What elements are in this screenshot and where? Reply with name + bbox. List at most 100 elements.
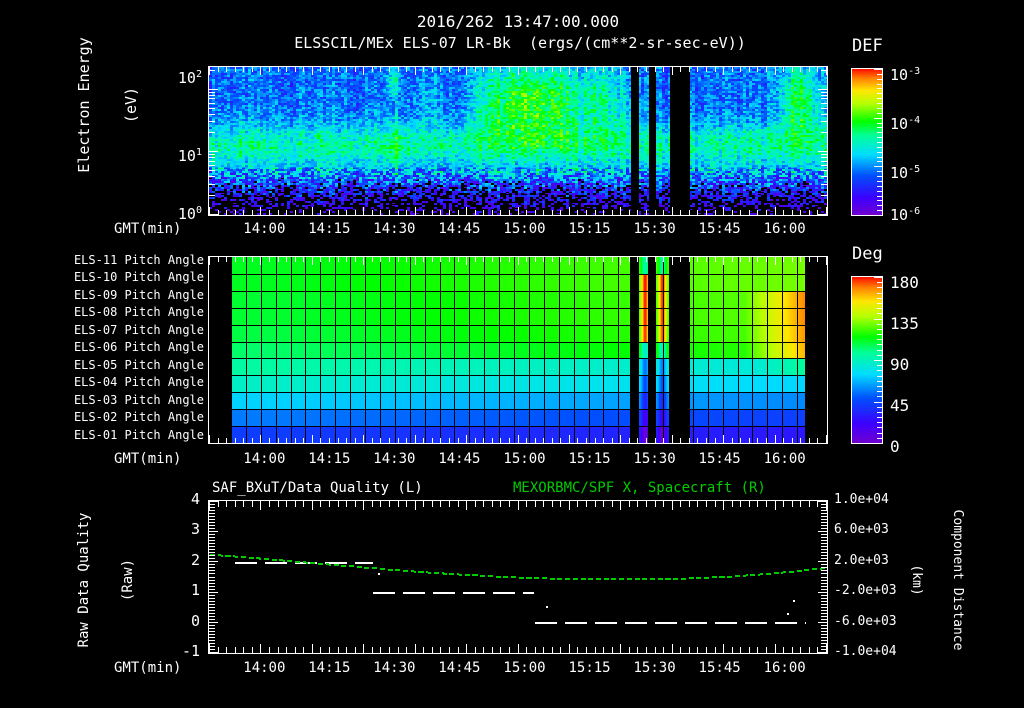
bottom-ylabel-left-line2: (Raw) xyxy=(120,558,137,602)
deg-cbar-tick xyxy=(874,443,882,444)
top-panel-ylabel: Electron Energy (eV) xyxy=(45,5,140,205)
deg-cbar-tick xyxy=(877,365,882,367)
def-cbar-tick xyxy=(877,137,882,139)
bottom-panel-title-left: SAF_BXuT/Data Quality (L) xyxy=(212,480,423,496)
deg-cbar-tick xyxy=(877,370,882,372)
deg-cbar-tick xyxy=(877,380,882,382)
def-cbar-label-2: 10-5 xyxy=(890,165,920,181)
bot-ytick-right-1: 6.0e+03 xyxy=(834,522,889,538)
def-cbar-label-1: 10-4 xyxy=(890,116,920,132)
bottom-ylabel-left-line1: Raw Data Quality xyxy=(76,512,93,648)
def-cbar-mantissa-0: 10 xyxy=(890,66,909,84)
top-panel-xtick-labels: 14:00 14:15 14:30 14:45 15:00 15:15 15:30 15:45… xyxy=(208,222,828,240)
top-xtick-5: 15:15 xyxy=(568,221,611,237)
def-cbar-tick xyxy=(877,185,882,187)
def-cbar-tick xyxy=(877,132,882,134)
mid-xtick-8: 16:00 xyxy=(763,451,806,467)
spectrogram-canvas xyxy=(209,67,827,215)
deg-cbar-tick xyxy=(877,313,882,315)
deg-cbar-tick xyxy=(877,308,882,310)
top-ytick-exponent-1: 1 xyxy=(195,147,202,158)
def-cbar-tick xyxy=(877,195,882,197)
bottom-panel-xtick-labels: 14:00 14:15 14:30 14:45 15:00 15:15 15:30 15:45… xyxy=(208,661,828,679)
bottom-ylabel-right-line1: Component Distance xyxy=(949,509,965,651)
mid-panel-xlabel: GMT(min) xyxy=(114,451,182,467)
deg-cbar-tick xyxy=(877,297,882,299)
bot-ytick-left-5: -1 xyxy=(181,642,200,660)
bottom-plot-canvas xyxy=(209,501,827,653)
deg-cbar-tick xyxy=(877,354,882,356)
bot-ytick-right-2: 2.0e+03 xyxy=(834,552,889,568)
top-xtick-4: 15:00 xyxy=(503,221,546,237)
def-cbar-label-3: 10-6 xyxy=(890,207,920,223)
deg-colorbar-labels: 180 135 90 45 0 xyxy=(890,268,960,455)
def-cbar-tick xyxy=(877,73,882,75)
bot-ytick-left-4: 0 xyxy=(190,611,200,630)
deg-cbar-tick xyxy=(877,282,882,284)
mid-xtick-2: 14:30 xyxy=(373,451,416,467)
def-cbar-tick xyxy=(877,146,882,148)
top-ytick-exponent-2: 0 xyxy=(195,205,202,216)
bot-ytick-right-0: 1.0e+04 xyxy=(834,492,889,507)
top-panel-xlabel: GMT(min) xyxy=(114,221,182,237)
def-cbar-tick xyxy=(877,210,882,212)
def-cbar-tick xyxy=(877,161,882,163)
deg-cbar-tick xyxy=(877,396,882,398)
bot-ytick-left-3: 1 xyxy=(190,581,200,600)
top-ytick-2: 100 xyxy=(150,206,202,222)
top-ytick-1: 101 xyxy=(150,148,202,164)
pitch-angle-grid xyxy=(208,256,828,444)
def-cbar-tick xyxy=(877,142,882,143)
def-cbar-tick xyxy=(877,83,882,85)
mid-xtick-0: 14:00 xyxy=(243,451,286,467)
top-ytick-0: 102 xyxy=(150,70,202,86)
def-cbar-tick xyxy=(877,151,882,153)
top-ytick-mantissa-1: 10 xyxy=(177,147,196,165)
deg-cbar-tick xyxy=(874,360,882,361)
bottom-panel-xlabel: GMT(min) xyxy=(114,660,182,676)
top-xtick-1: 14:15 xyxy=(308,221,351,237)
pitch-row-label-4: ELS-07 Pitch Angle xyxy=(73,322,204,337)
deg-cbar-tick xyxy=(877,427,882,429)
top-xtick-8: 16:00 xyxy=(763,221,806,237)
bot-ytick-left-1: 3 xyxy=(190,520,200,539)
def-cbar-tick xyxy=(874,117,882,119)
def-cbar-tick xyxy=(874,69,882,70)
data-quality-distance-plot xyxy=(208,500,828,654)
deg-cbar-tick xyxy=(877,417,882,419)
pitch-row-label-8: ELS-03 Pitch Angle xyxy=(73,392,204,407)
mid-xtick-1: 14:15 xyxy=(308,451,351,467)
bot-xtick-1: 14:15 xyxy=(308,660,351,676)
plot-subtitle: ELSSCIL/MEx ELS-07 LR-Bk (ergs/(cm**2-sr… xyxy=(294,34,746,52)
bottom-panel-ytick-labels-right: 1.0e+04 6.0e+03 2.0e+03 -2.0e+03 -6.0e+03 -1.… xyxy=(834,492,920,664)
def-cbar-tick xyxy=(877,176,882,178)
deg-cbar-label-1: 135 xyxy=(890,314,919,333)
top-ytick-mantissa-2: 10 xyxy=(177,205,196,223)
def-cbar-mantissa-2: 10 xyxy=(890,164,909,182)
def-cbar-tick xyxy=(877,122,882,124)
def-cbar-label-0: 10-3 xyxy=(890,67,920,83)
deg-cbar-tick xyxy=(877,323,882,325)
deg-cbar-tick xyxy=(877,432,882,434)
bottom-panel-title-right: MEXORBMC/SPF X, Spacecraft (R) xyxy=(513,480,766,496)
def-colorbar-ticks xyxy=(851,68,883,216)
deg-cbar-tick xyxy=(877,411,882,413)
pitch-row-label-3: ELS-08 Pitch Angle xyxy=(73,305,204,320)
def-cbar-tick xyxy=(877,180,882,182)
deg-cbar-tick xyxy=(877,406,882,408)
deg-cbar-tick xyxy=(874,401,882,403)
top-panel-ylabel-line2: (eV) xyxy=(121,86,140,124)
top-xtick-2: 14:30 xyxy=(373,221,416,237)
bot-ytick-left-0: 4 xyxy=(190,490,200,508)
def-cbar-tick xyxy=(874,166,882,168)
def-cbar-tick xyxy=(877,93,882,95)
top-xtick-0: 14:00 xyxy=(243,221,286,237)
bot-xtick-5: 15:15 xyxy=(568,660,611,676)
bottom-panel-ytick-labels-left: 4 3 2 1 0 -1 xyxy=(160,490,204,664)
deg-cbar-tick xyxy=(877,339,882,341)
electron-energy-spectrogram xyxy=(208,66,828,216)
bot-ytick-right-5: -1.0e+04 xyxy=(834,644,897,659)
bot-xtick-3: 14:45 xyxy=(438,660,481,676)
top-panel-ylabel-line1: Electron Energy xyxy=(74,37,93,173)
def-cbar-exponent-3: -6 xyxy=(908,206,921,217)
